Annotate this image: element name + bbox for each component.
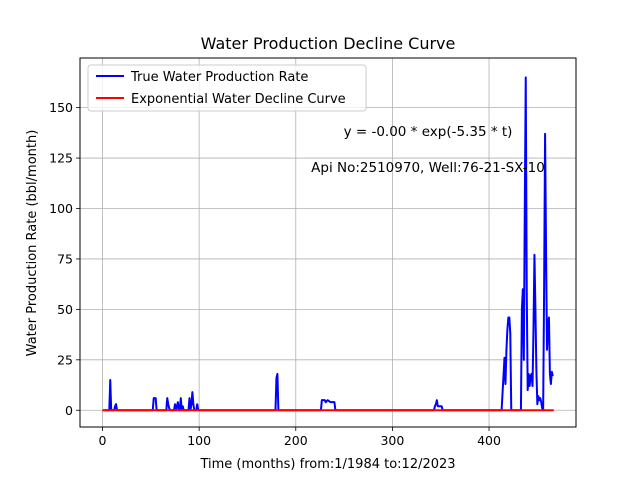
legend: True Water Production Rate Exponential W… xyxy=(87,64,367,112)
x-tick-label: 0 xyxy=(99,433,107,448)
y-axis-ticks: 0 25 50 75 100 125 150 xyxy=(49,100,80,418)
x-axis-ticks: 0 100 200 300 400 xyxy=(99,427,501,448)
grid xyxy=(80,58,576,427)
y-tick-label: 150 xyxy=(49,100,73,115)
legend-label-true-rate: True Water Production Rate xyxy=(130,70,308,85)
y-tick-label: 0 xyxy=(65,403,73,418)
x-tick-label: 200 xyxy=(284,433,308,448)
y-axis-title: Water Production Rate (bbl/month) xyxy=(25,130,40,357)
chart-title: Water Production Decline Curve xyxy=(201,34,456,53)
legend-box xyxy=(87,64,367,112)
plot-frame xyxy=(79,57,577,428)
y-tick-label: 100 xyxy=(49,201,73,216)
x-tick-label: 400 xyxy=(477,433,501,448)
legend-label-decline-curve: Exponential Water Decline Curve xyxy=(131,92,346,107)
series-layer xyxy=(102,76,554,412)
well-id-annotation: Api No:2510970, Well:76-21-SX-10 xyxy=(311,160,545,176)
fit-equation-annotation: y = -0.00 * exp(-5.35 * t) xyxy=(344,124,513,140)
x-tick-label: 100 xyxy=(187,433,211,448)
y-tick-label: 50 xyxy=(57,302,73,317)
y-tick-label: 125 xyxy=(49,151,73,166)
y-tick-label: 75 xyxy=(57,251,73,266)
y-tick-label: 25 xyxy=(57,352,73,367)
x-axis-title: Time (months) from:1/1984 to:12/2023 xyxy=(199,457,455,472)
x-tick-label: 300 xyxy=(380,433,404,448)
